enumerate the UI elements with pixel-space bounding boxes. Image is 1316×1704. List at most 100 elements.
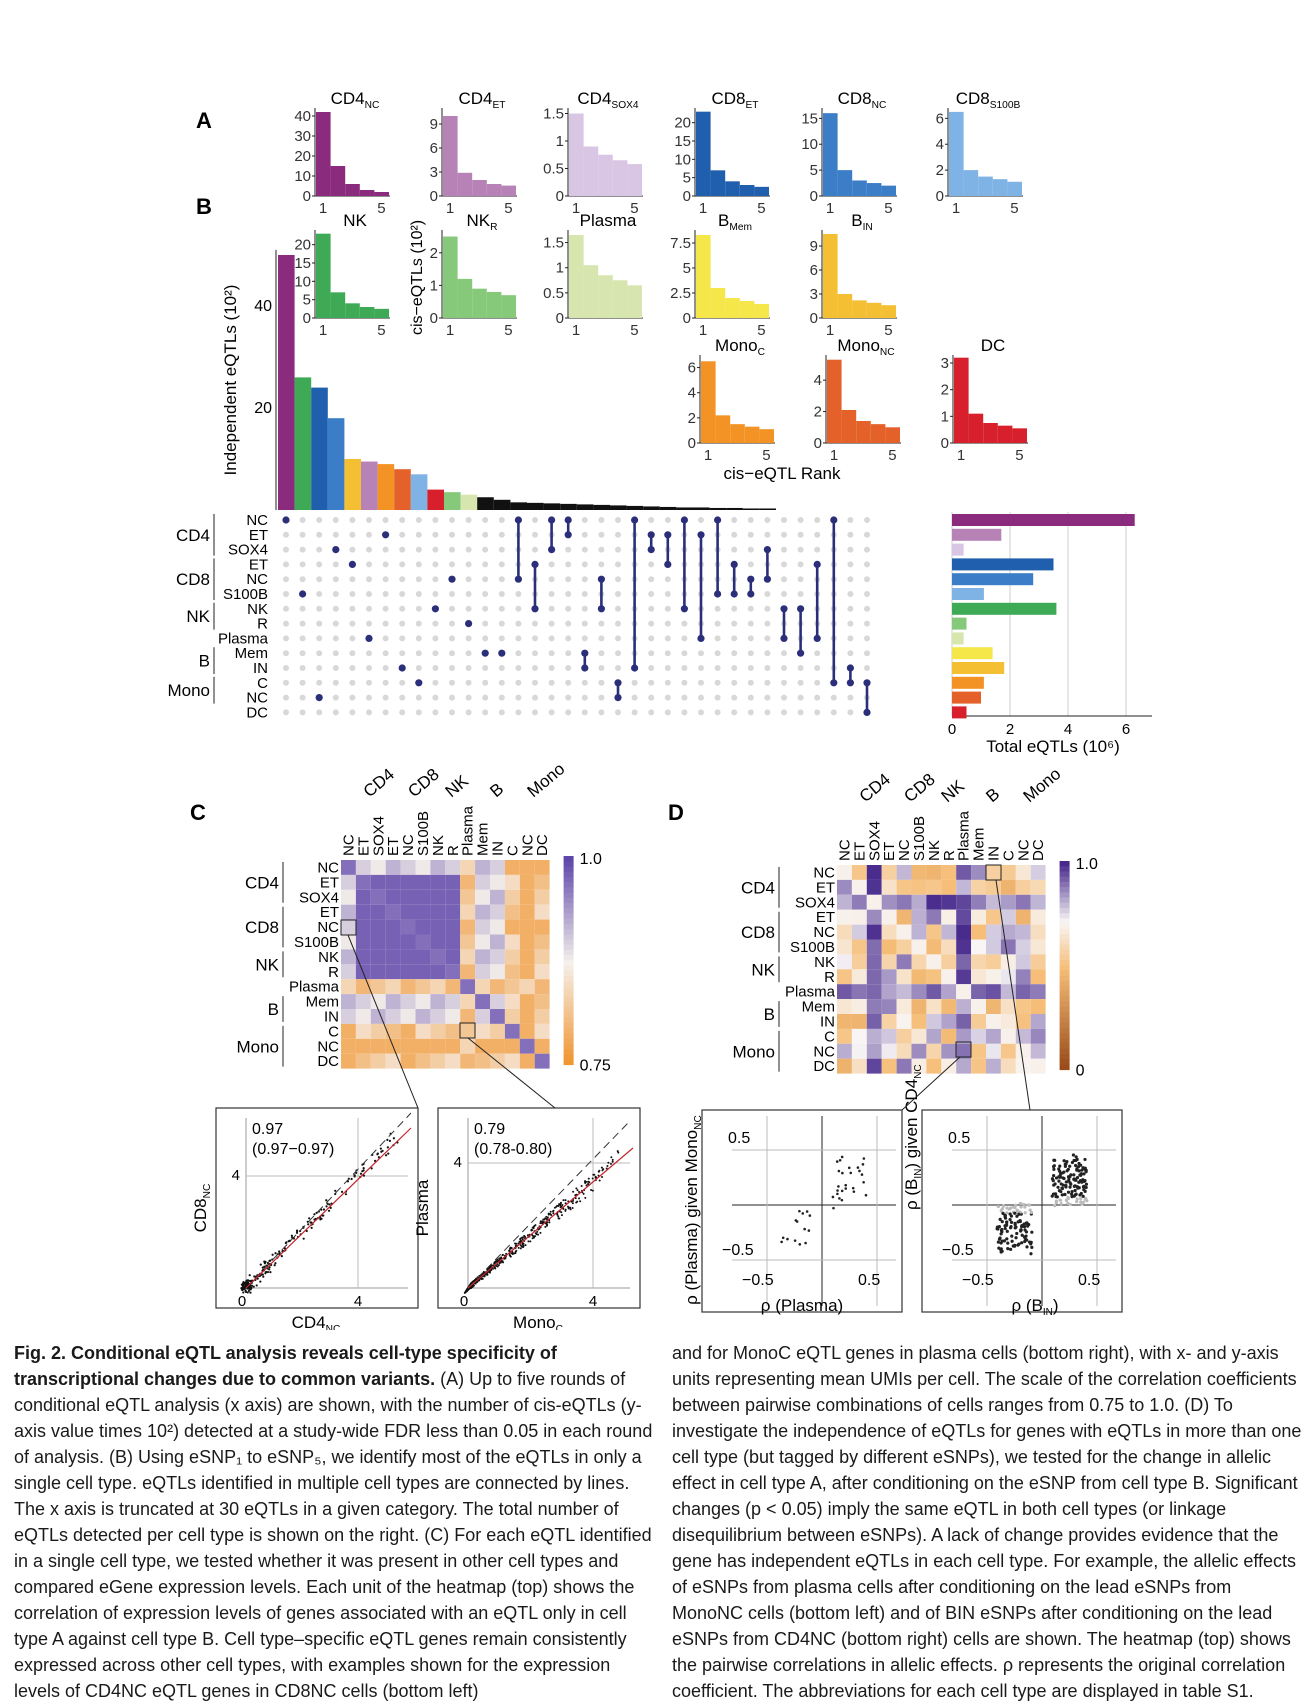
heatmap-cell: [837, 1014, 852, 1029]
upset-dot: [714, 635, 721, 642]
upset-active-dot: [813, 634, 821, 643]
upset-dot: [498, 620, 505, 627]
colorbar-segment: [563, 1043, 574, 1050]
heatmap-cell: [475, 919, 490, 935]
scatter-point: [862, 1180, 865, 1184]
upset-row-label: NC: [246, 571, 268, 588]
heatmap-cell: [355, 1023, 371, 1039]
scatter-point: [1072, 1173, 1076, 1177]
heatmap-row-label: S100B: [790, 939, 835, 956]
colorbar-segment: [1059, 965, 1070, 972]
upset-bar: [510, 502, 527, 510]
heatmap-cell: [341, 949, 356, 965]
colorbar-segment: [1059, 876, 1070, 883]
y-tick-label: 4: [814, 372, 822, 389]
upset-active-dot: [531, 605, 539, 613]
heatmap-cell: [837, 969, 852, 985]
heatmap-cell: [866, 954, 882, 970]
x-tick-label: 5: [504, 200, 512, 217]
upset-dot: [532, 635, 538, 642]
upset-dot: [415, 665, 422, 671]
colorbar-segment: [563, 908, 574, 914]
scatter-point: [362, 1174, 366, 1177]
heatmap-cell: [1030, 969, 1046, 985]
scatter-point: [1050, 1194, 1054, 1198]
heatmap-cell: [370, 904, 386, 920]
upset-dot: [349, 679, 356, 686]
upset-dot: [814, 531, 821, 538]
scatter-point: [241, 1283, 244, 1286]
upset-dot: [465, 635, 472, 642]
upset-dot: [366, 694, 372, 701]
panel-label-b: B: [196, 194, 212, 219]
upset-dot: [482, 620, 489, 627]
scatter-point: [1065, 1169, 1069, 1173]
scatter-point: [386, 1146, 389, 1149]
upset-dot: [316, 546, 323, 553]
scatter-point: [1013, 1226, 1017, 1230]
upset-dot: [299, 546, 306, 553]
heatmap-c-top-group-label: CD4: [360, 765, 398, 801]
heatmap-cell: [445, 860, 461, 875]
tick-label: 4: [454, 1154, 462, 1171]
scatter-point: [1058, 1164, 1062, 1168]
heatmap-d-top-group-label: B: [982, 784, 1003, 806]
upset-dot: [764, 709, 771, 716]
scatter-point: [578, 1190, 581, 1193]
scatter-point: [844, 1183, 847, 1187]
heatmap-cell: [341, 979, 356, 995]
upset-dot: [432, 635, 439, 642]
y-tick-label: 2: [814, 404, 822, 421]
scatter-point: [510, 1246, 513, 1249]
heatmap-cell: [1000, 1014, 1016, 1029]
colorbar-segment: [1059, 1001, 1070, 1008]
upset-dot: [847, 605, 854, 612]
rank-chart-title: Plasma: [580, 211, 637, 230]
heatmap-cell: [504, 874, 520, 890]
heatmap-cell: [896, 909, 912, 925]
heatmap-cell: [460, 1023, 476, 1039]
scatter-point: [463, 1291, 466, 1294]
heatmap-cell: [971, 865, 986, 880]
y-tick-label: 2.5: [670, 285, 691, 302]
heatmap-col-label: NC: [1015, 839, 1032, 861]
scatter-point: [544, 1225, 547, 1228]
tick-label: 0.5: [1078, 1272, 1100, 1289]
rank-bar: [881, 185, 896, 196]
upset-dot: [581, 620, 588, 627]
upset-dot: [648, 665, 655, 671]
upset-dot: [382, 679, 389, 686]
heatmap-cell: [866, 924, 882, 940]
heatmap-cell: [956, 1058, 972, 1074]
rank-bar: [866, 183, 882, 196]
colorbar-segment: [563, 1054, 574, 1060]
heatmap-cell: [881, 865, 897, 880]
scatter-point: [340, 1190, 344, 1193]
upset-bar: [742, 508, 760, 510]
heatmap-cell: [941, 954, 957, 970]
heatmap-cell: [1000, 1058, 1016, 1074]
upset-dot: [864, 650, 870, 657]
x-tick-label: 5: [762, 447, 770, 464]
y-tick-label: 2: [430, 245, 438, 262]
heatmap-cell: [504, 904, 520, 920]
scatter-point: [1066, 1190, 1071, 1194]
heatmap-cell: [370, 979, 386, 995]
scatter-point: [1054, 1176, 1059, 1180]
scatter-point: [1064, 1183, 1068, 1188]
heatmap-cell: [926, 1028, 942, 1044]
upset-dot: [864, 531, 870, 538]
heatmap-cell: [837, 999, 852, 1014]
heatmap-cell: [519, 860, 535, 875]
upset-dot: [382, 620, 389, 627]
heatmap-cell: [490, 860, 505, 875]
scatter-point: [533, 1225, 536, 1228]
tick-label: 0.5: [858, 1272, 880, 1289]
scatter-point: [1061, 1183, 1065, 1187]
upset-active-dot: [365, 634, 373, 643]
scatter-point: [1074, 1192, 1078, 1196]
scatter-point: [997, 1237, 1002, 1241]
upset-dot: [349, 546, 356, 553]
